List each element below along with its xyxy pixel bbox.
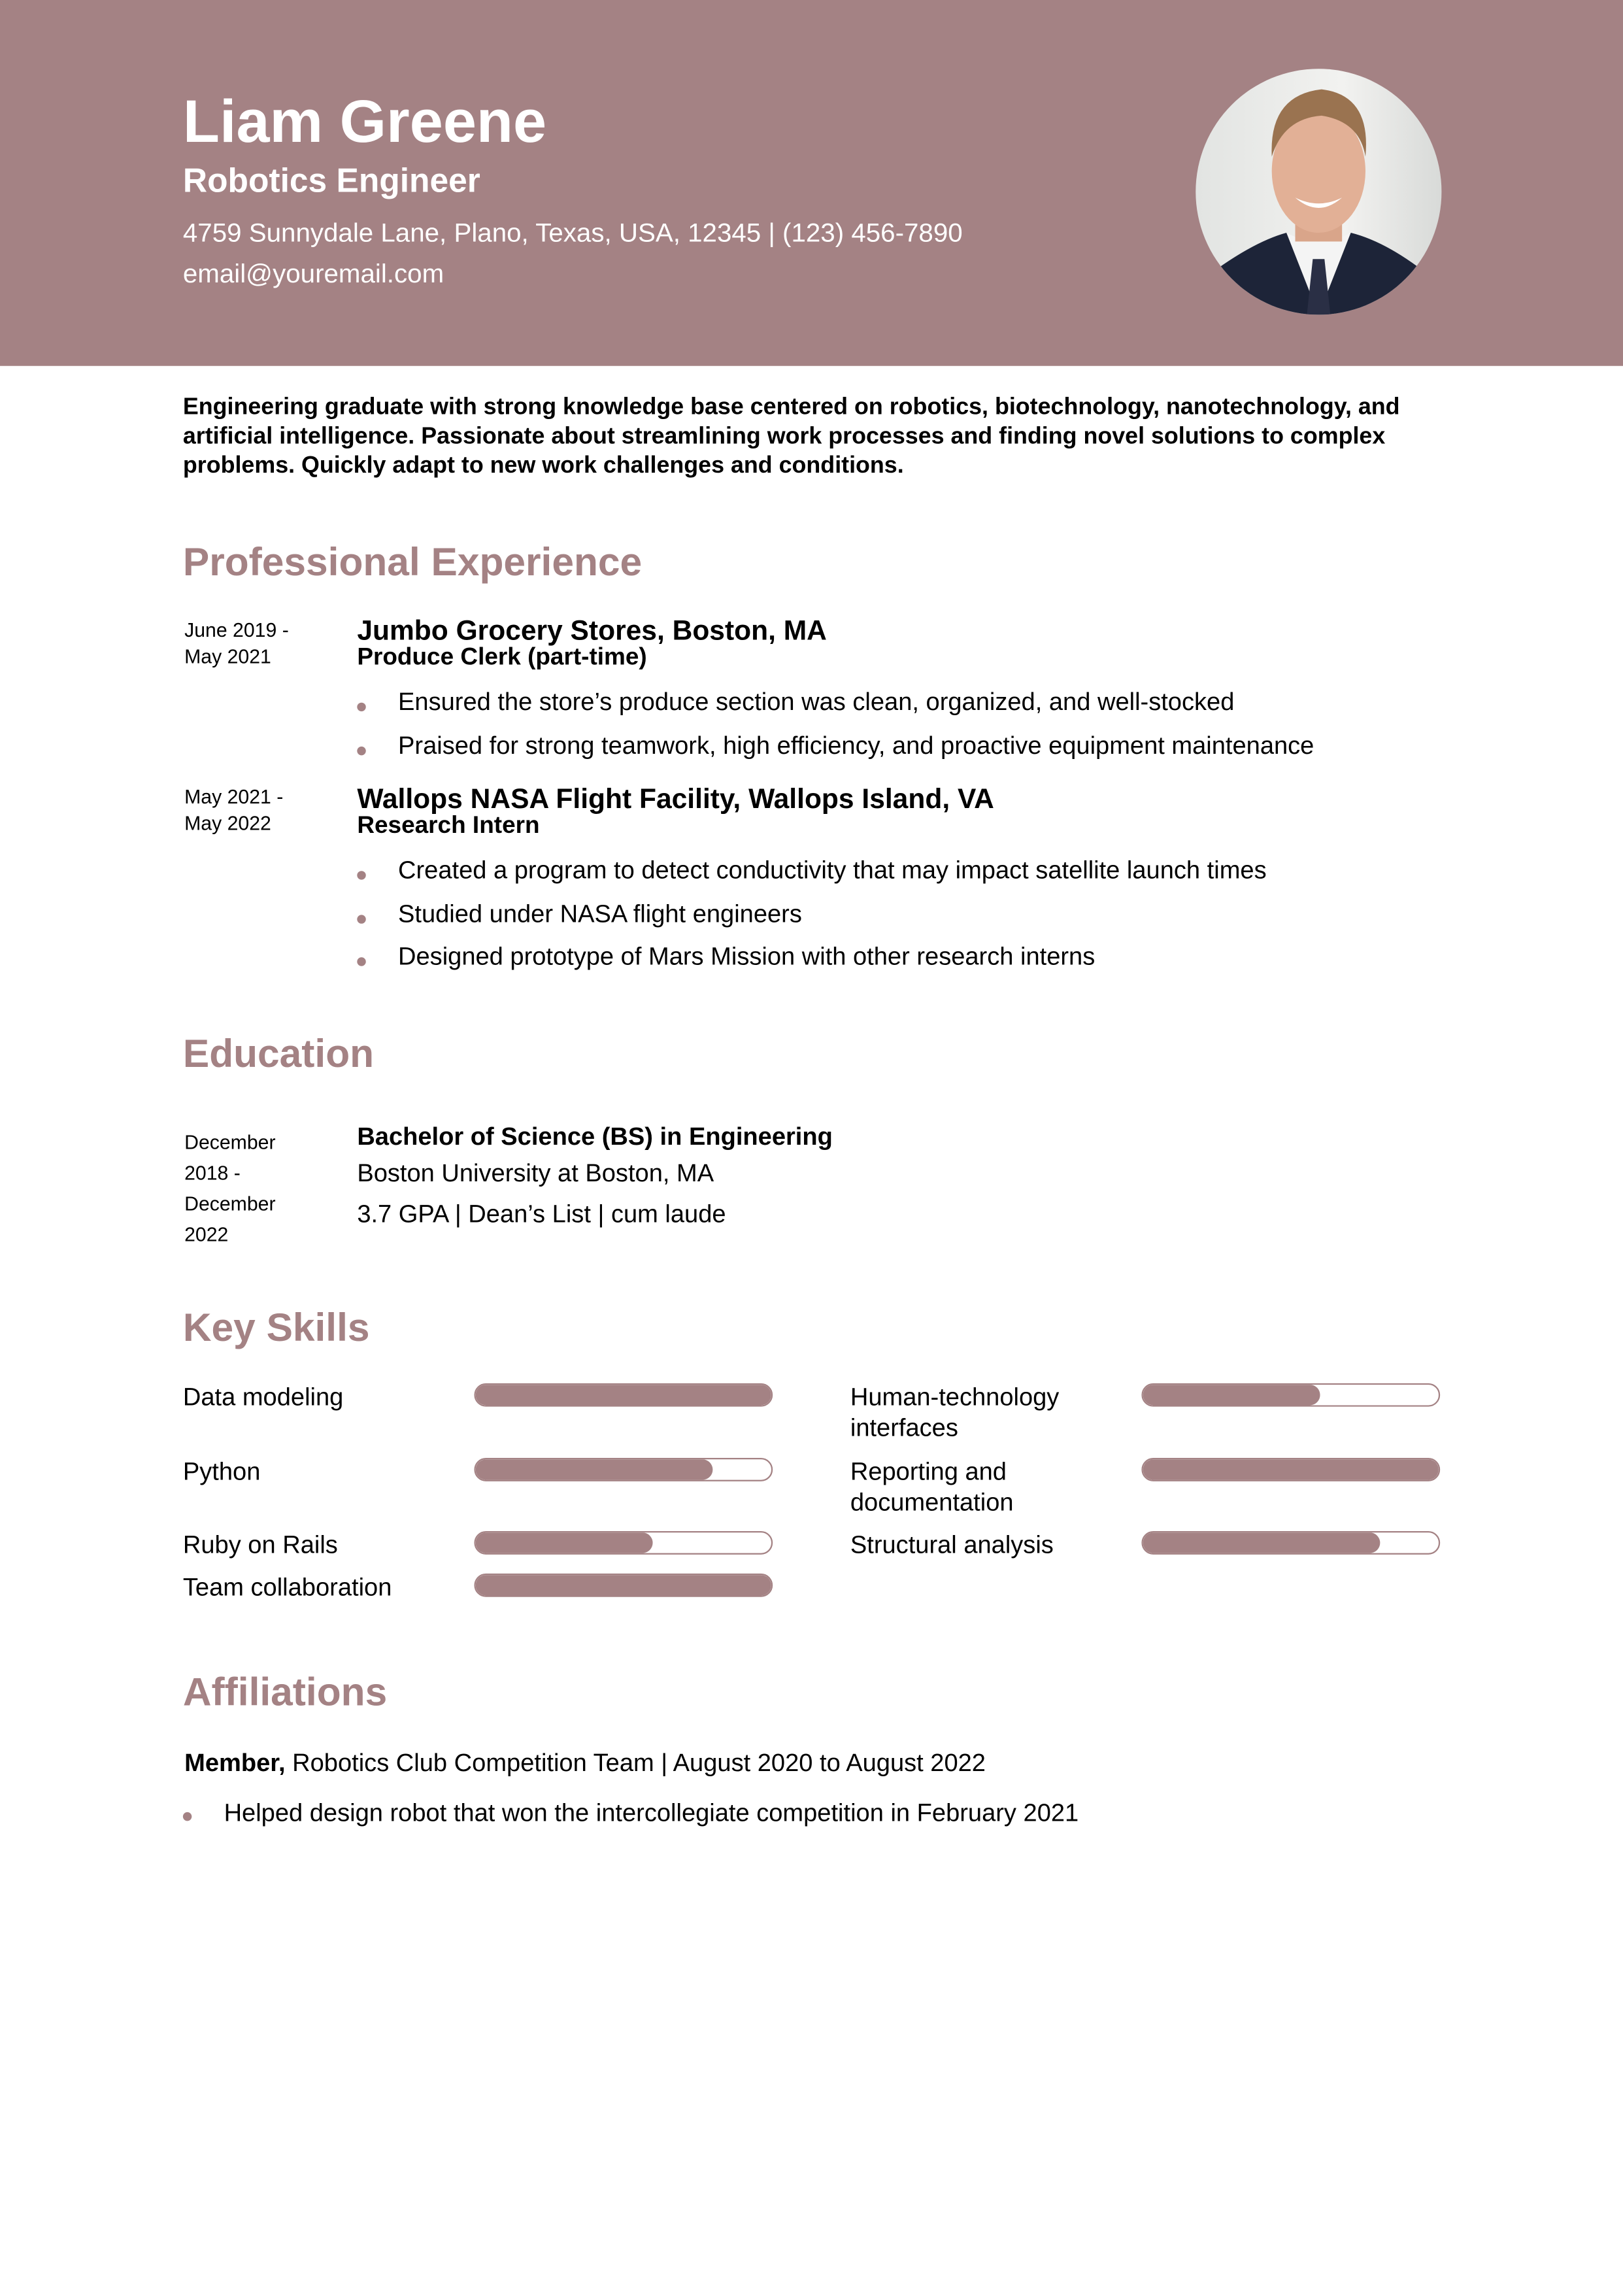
- skill-label: Structural analysis: [850, 1530, 1054, 1559]
- bullet-icon: [357, 871, 366, 880]
- skill-level-fill: [475, 1459, 712, 1480]
- bullet-icon: [357, 957, 366, 966]
- skill-label: Reporting and documentation: [850, 1458, 1014, 1517]
- education-date: December 2018 - December 2022: [184, 1127, 331, 1250]
- role: Research Intern: [357, 812, 540, 839]
- skill-level-bar: [474, 1573, 773, 1597]
- skill-level-bar: [474, 1530, 773, 1555]
- job-bullet: Created a program to detect conductivity…: [398, 856, 1267, 885]
- skill-level-bar: [1141, 1458, 1441, 1481]
- job-date: June 2019 - May 2021: [184, 618, 331, 671]
- section-heading-education: Education: [182, 1032, 375, 1076]
- email: email@youremail.com: [182, 259, 444, 289]
- date-line: 2018 -: [184, 1162, 241, 1185]
- date-start: June 2019 -: [184, 619, 289, 641]
- skill-level-bar: [1141, 1383, 1441, 1407]
- school: Boston University at Boston, MA: [357, 1159, 714, 1187]
- skill-level-fill: [475, 1385, 771, 1406]
- date-end: May 2022: [184, 812, 271, 835]
- skill-level-fill: [1143, 1532, 1380, 1553]
- role: Produce Clerk (part-time): [357, 644, 647, 671]
- section-heading-affiliations: Affiliations: [182, 1670, 388, 1714]
- education-details: 3.7 GPA | Dean’s List | cum laude: [357, 1200, 726, 1228]
- skill-label: Data modeling: [182, 1383, 344, 1411]
- affiliation-description: Robotics Club Competition Team | August …: [285, 1749, 986, 1778]
- bullet-icon: [182, 1812, 192, 1821]
- bullet-icon: [357, 702, 366, 712]
- candidate-name: Liam Greene: [182, 88, 547, 156]
- job-date: May 2021 - May 2022: [184, 785, 331, 837]
- date-start: May 2021 -: [184, 786, 284, 808]
- job-bullet: Praised for strong teamwork, high effici…: [398, 732, 1314, 760]
- skill-level-fill: [1143, 1385, 1320, 1406]
- date-line: December: [184, 1131, 276, 1154]
- skill-label: Human-technology interfaces: [850, 1383, 1060, 1442]
- section-heading-experience: Professional Experience: [182, 540, 643, 584]
- company: Wallops NASA Flight Facility, Wallops Is…: [357, 785, 994, 816]
- profile-photo: [1196, 69, 1442, 315]
- affiliation-role: Member,: [184, 1749, 286, 1778]
- skill-level-bar: [474, 1383, 773, 1407]
- address-phone: 4759 Sunnydale Lane, Plano, Texas, USA, …: [182, 218, 963, 248]
- date-end: May 2021: [184, 645, 271, 667]
- section-heading-skills: Key Skills: [182, 1306, 370, 1350]
- skill-level-fill: [1143, 1459, 1439, 1480]
- skill-label: Ruby on Rails: [182, 1530, 338, 1559]
- skill-level-fill: [475, 1532, 654, 1553]
- job-bullet: Studied under NASA flight engineers: [398, 900, 802, 928]
- bullet-icon: [357, 746, 366, 756]
- summary: Engineering graduate with strong knowled…: [182, 395, 1400, 479]
- skill-level-bar: [474, 1458, 773, 1481]
- date-line: December: [184, 1192, 276, 1215]
- job-title: Robotics Engineer: [182, 161, 480, 199]
- degree: Bachelor of Science (BS) in Engineering: [357, 1123, 833, 1151]
- company: Jumbo Grocery Stores, Boston, MA: [357, 616, 827, 647]
- date-line: 2022: [184, 1223, 229, 1246]
- affiliation-line: Member, Robotics Club Competition Team |…: [184, 1749, 986, 1779]
- skill-level-fill: [475, 1575, 771, 1596]
- job-bullet: Ensured the store’s produce section was …: [398, 688, 1235, 716]
- job-bullet: Designed prototype of Mars Mission with …: [398, 942, 1096, 971]
- bullet-icon: [357, 915, 366, 924]
- skill-label: Python: [182, 1458, 261, 1486]
- skill-level-bar: [1141, 1530, 1441, 1555]
- affiliation-bullet: Helped design robot that won the interco…: [224, 1798, 1079, 1827]
- skill-label: Team collaboration: [182, 1573, 392, 1602]
